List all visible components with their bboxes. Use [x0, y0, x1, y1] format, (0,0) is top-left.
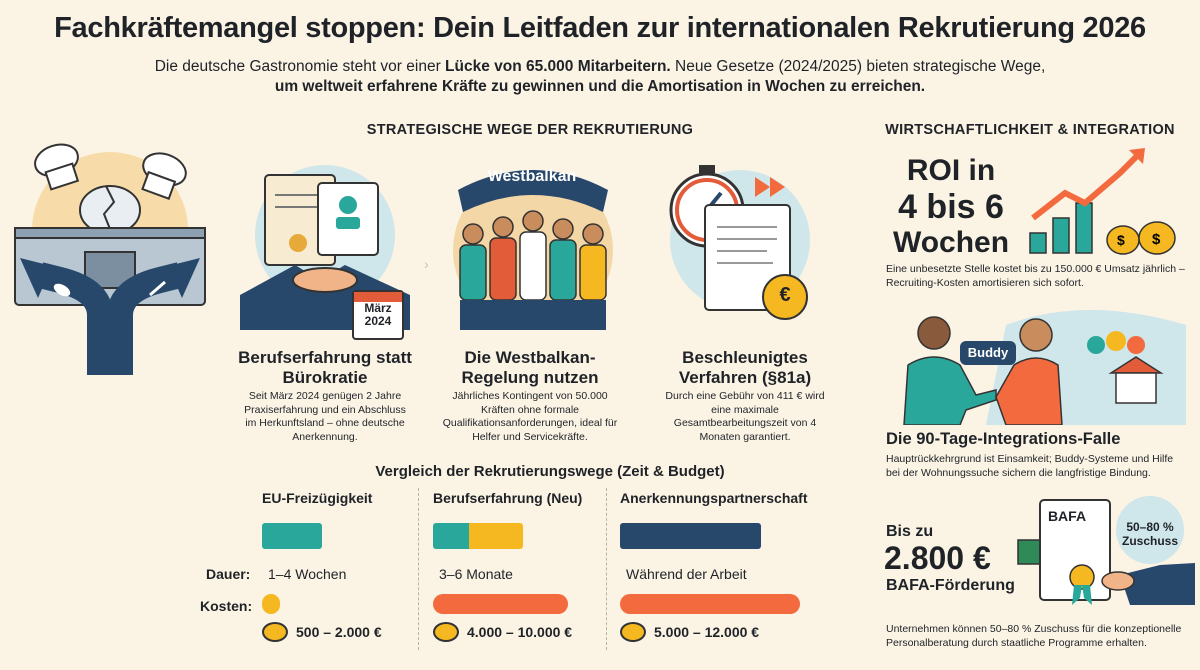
cost-row-label: Kosten: [200, 598, 253, 614]
page-title: Fachkräftemangel stoppen: Dein Leitfaden… [54, 12, 1146, 44]
card-1-desc: Seit März 2024 genügen 2 Jahre Praxiserf… [244, 390, 406, 443]
bafa-amount: 2.800 € [884, 540, 991, 576]
chef-hat-icon [34, 143, 80, 191]
card-3-desc: Durch eine Gebühr von 411 € wird eine ma… [665, 390, 825, 443]
duration-value: 1–4 Wochen [268, 566, 347, 582]
duration-value: Während der Arbeit [626, 566, 747, 582]
buddy-speech-bubble: Buddy [960, 341, 1016, 365]
coin-stack-icon [262, 622, 288, 642]
coin-stack-icon [433, 622, 459, 642]
bafa-certificate-illustration [1017, 496, 1195, 605]
economics-heading: WIRTSCHAFTLICHKEIT & INTEGRATION [885, 122, 1175, 138]
kitchen-crossroads-illustration [14, 143, 206, 375]
cost-value: 500 – 2.000 € [296, 624, 382, 640]
divider [606, 488, 607, 650]
roi-headline: ROI in 4 bis 6 Wochen [892, 154, 1010, 259]
bafa-prefix: Bis zu [886, 523, 934, 540]
calendar-icon: März 2024 [352, 290, 404, 340]
cost-bar [620, 594, 800, 614]
westbalkan-banner: Westbalkan [487, 168, 577, 185]
cost-value: 4.000 – 10.000 € [467, 624, 573, 640]
stopwatch-document-illustration [669, 165, 810, 320]
duration-row-label: Dauer: [206, 566, 251, 582]
subtitle-line-1: Die deutsche Gastronomie steht vor einer… [154, 58, 1046, 75]
subtitle-line-2: um weltweit erfahrene Kräfte zu gewinnen… [274, 78, 926, 95]
card-2-desc: Jährliches Kontingent von 50.000 Kräften… [442, 390, 618, 443]
duration-bar [620, 523, 761, 549]
cost-value: 5.000 – 12.000 € [654, 624, 760, 640]
workers-group-illustration [453, 170, 613, 330]
chef-hat-icon [141, 152, 187, 200]
route-name: Anerkennungspartnerschaft [620, 490, 808, 506]
bafa-label: BAFA-Förderung [886, 577, 1015, 594]
card-1-title: Berufserfahrung statt Bürokratie [238, 348, 412, 387]
duration-bar [433, 523, 523, 549]
bafa-description: Unternehmen können 50–80 % Zuschuss für … [886, 623, 1182, 649]
comparison-heading: Vergleich der Rekrutierungswege (Zeit & … [375, 463, 725, 480]
card-3-title: Beschleunigtes Verfahren (§81a) [678, 348, 812, 387]
cost-bar [262, 594, 280, 614]
integration-title: Die 90-Tage-Integrations-Falle [886, 430, 1121, 448]
buddy-integration-illustration [903, 310, 1186, 425]
integration-description: Hauptrückkehrgrund ist Einsamkeit; Buddy… [886, 453, 1174, 479]
cost-bar [433, 594, 568, 614]
euro-coin-icon: € [779, 284, 791, 306]
growth-chart-icon: $ $ [1029, 148, 1176, 255]
roi-description: Eine unbesetzte Stelle kostet bis zu 150… [886, 263, 1185, 289]
chevron-right-icon: › [424, 256, 429, 272]
coin-stack-icon [620, 622, 646, 642]
duration-value: 3–6 Monate [439, 566, 513, 582]
duration-bar [262, 523, 322, 549]
svg-text:$: $ [1117, 232, 1125, 248]
strategies-heading: STRATEGISCHE WEGE DER REKRUTIERUNG [366, 122, 694, 138]
card-2-title: Die Westbalkan-Regelung nutzen [461, 348, 599, 387]
route-name: EU-Freizügigkeit [262, 490, 373, 506]
divider [418, 488, 419, 650]
route-name: Berufserfahrung (Neu) [433, 490, 583, 506]
bafa-document-label: BAFA [1047, 508, 1087, 524]
svg-text:$: $ [1152, 231, 1161, 248]
bafa-subsidy-badge: 50–80 % Zuschuss [1121, 520, 1178, 548]
